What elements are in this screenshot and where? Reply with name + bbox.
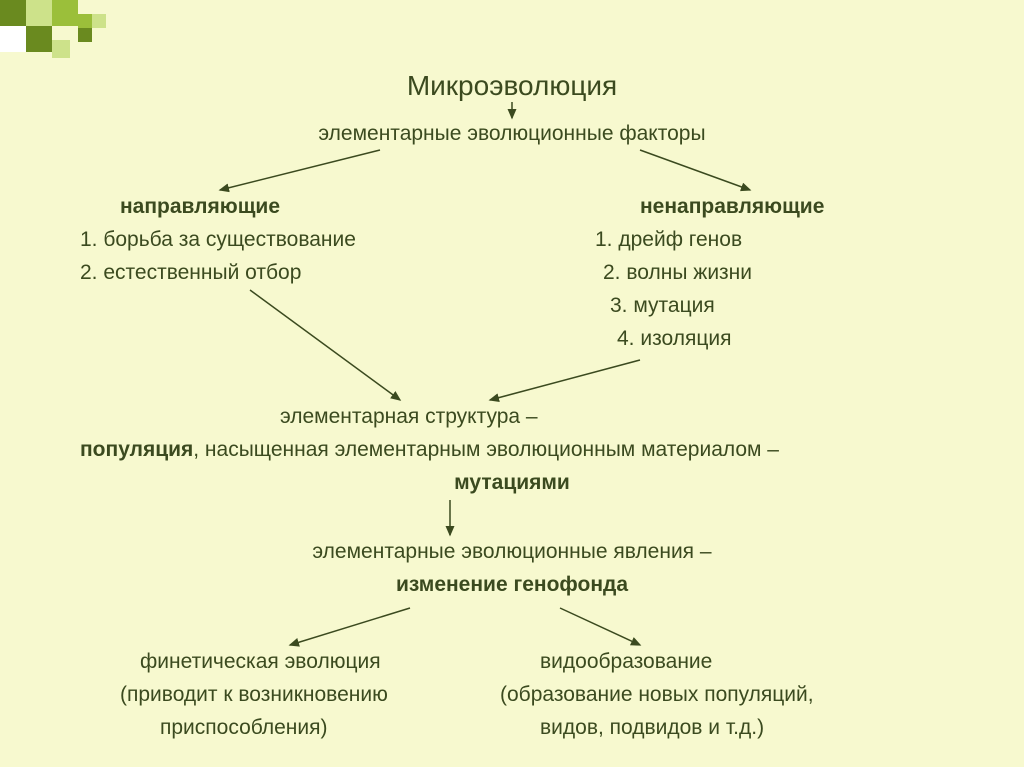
mid1-line1: элементарная структура – xyxy=(280,405,538,429)
decoration-square xyxy=(26,26,52,52)
slide: Микроэволюция элементарные эволюционные … xyxy=(0,0,1024,767)
mid2-line1: элементарные эволюционные явления – xyxy=(0,540,1024,564)
decoration-square xyxy=(78,28,92,42)
left-item-1: 1. борьба за существование xyxy=(80,228,356,252)
corner-decoration xyxy=(0,0,120,70)
decoration-square xyxy=(78,14,92,28)
decoration-square xyxy=(52,0,78,26)
decoration-square xyxy=(52,40,70,58)
arrow xyxy=(250,290,400,400)
arrow xyxy=(490,360,640,400)
diagram-subtitle: элементарные эволюционные факторы xyxy=(0,122,1024,146)
decoration-square xyxy=(26,0,52,26)
mid1-line2-bold: популяция xyxy=(80,438,193,461)
right-item-1: 1. дрейф генов xyxy=(595,228,742,252)
mid1-line2: популяция, насыщенная элементарным эволю… xyxy=(80,438,779,462)
right-item-2: 2. волны жизни xyxy=(603,261,752,285)
left-heading: направляющие xyxy=(120,195,280,219)
mid2-line2: изменение генофонда xyxy=(0,573,1024,597)
arrow xyxy=(640,150,750,190)
bottom-left-l1: финетическая эволюция xyxy=(140,650,381,674)
arrow xyxy=(560,608,640,645)
decoration-square xyxy=(0,26,26,52)
decoration-square xyxy=(0,0,26,26)
right-item-3: 3. мутация xyxy=(610,294,715,318)
left-item-2: 2. естественный отбор xyxy=(80,261,301,285)
bottom-right-l2: (образование новых популяций, xyxy=(500,683,814,707)
bottom-left-l2: (приводит к возникновению xyxy=(120,683,388,707)
arrow xyxy=(220,150,380,190)
bottom-left-l3: приспособления) xyxy=(160,716,327,740)
right-item-4: 4. изоляция xyxy=(617,327,731,351)
bottom-right-l1: видообразование xyxy=(540,650,712,674)
bottom-right-l3: видов, подвидов и т.д.) xyxy=(540,716,764,740)
arrow xyxy=(290,608,410,645)
right-heading: ненаправляющие xyxy=(640,195,824,219)
decoration-square xyxy=(92,14,106,28)
mid1-line2-rest: , насыщенная элементарным эволюционным м… xyxy=(193,438,779,461)
diagram-title: Микроэволюция xyxy=(0,70,1024,102)
mid1-line3: мутациями xyxy=(0,471,1024,495)
